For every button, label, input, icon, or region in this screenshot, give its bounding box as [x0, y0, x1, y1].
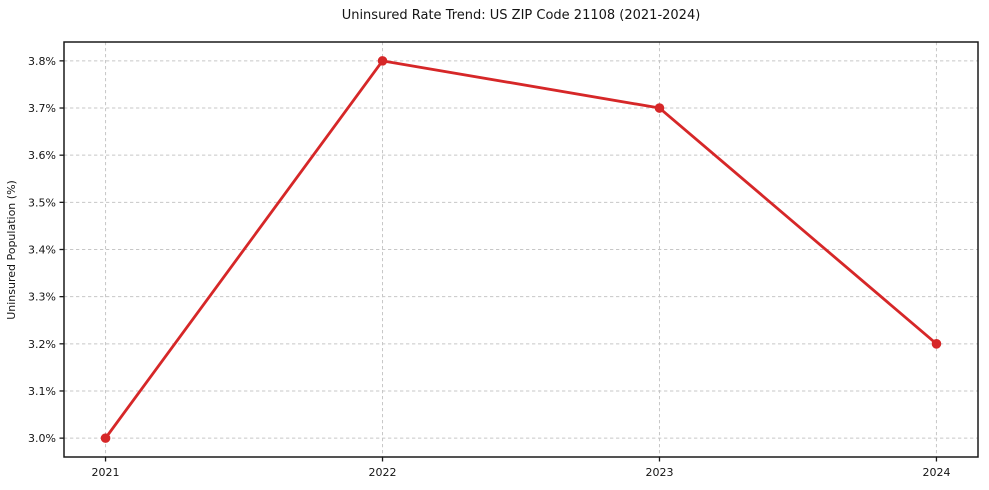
x-tick-label: 2021 [92, 466, 120, 479]
data-point-marker [654, 103, 665, 113]
x-tick-label: 2023 [645, 466, 673, 479]
y-tick-label: 3.8% [28, 55, 56, 68]
y-tick-label: 3.5% [28, 196, 56, 209]
y-axis-label: Uninsured Population (%) [5, 180, 18, 320]
y-tick-label: 3.4% [28, 244, 56, 257]
y-tick-label: 3.2% [28, 338, 56, 351]
data-point-marker [377, 56, 388, 66]
y-tick-label: 3.3% [28, 291, 56, 304]
y-tick-label: 3.0% [28, 432, 56, 445]
x-tick-label: 2024 [922, 466, 950, 479]
chart-title: Uninsured Rate Trend: US ZIP Code 21108 … [342, 8, 701, 23]
y-tick-label: 3.1% [28, 385, 56, 398]
y-tick-label: 3.6% [28, 149, 56, 162]
axes: 2021 2022 2023 2024 3.0% 3.1% 3.2% 3.3% 3.4% 3.5%… [28, 41, 979, 479]
data-point-marker [931, 339, 942, 349]
y-tick-label: 3.7% [28, 102, 56, 115]
trend-line-series [100, 56, 942, 443]
grid-lines [64, 42, 978, 457]
x-tick-label: 2022 [369, 466, 397, 479]
trend-line [104, 59, 938, 440]
data-point-marker [100, 433, 111, 443]
